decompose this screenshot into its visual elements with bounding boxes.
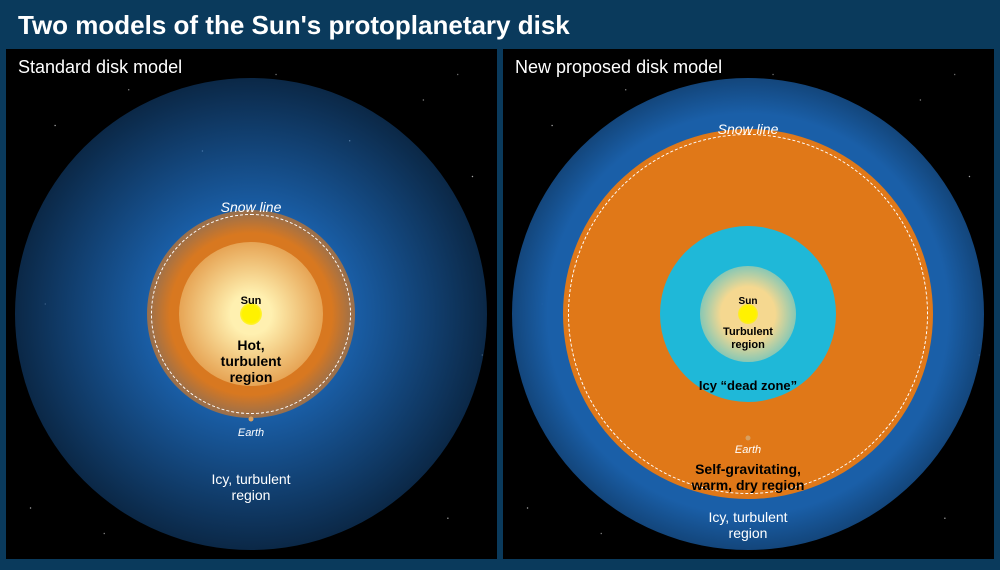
earth-marker <box>249 417 254 422</box>
region-label: Self-gravitating, warm, dry region <box>692 461 805 493</box>
panel-standard-model: Standard disk model Snow line Sun Hot, tur… <box>6 49 497 559</box>
panel-new-model: New proposed disk model Snow line Sun Turb… <box>503 49 994 559</box>
region-label: Earth <box>238 427 264 440</box>
panels-container: Standard disk model Snow line Sun Hot, tur… <box>0 49 1000 565</box>
region-label: Snow line <box>718 121 779 137</box>
region-label: Icy “dead zone” <box>699 379 797 394</box>
region-label: Earth <box>735 444 761 457</box>
page-title: Two models of the Sun's protoplanetary d… <box>0 0 1000 49</box>
region-label: Snow line <box>221 199 282 215</box>
region-label: Icy, turbulent region <box>708 509 787 541</box>
panel-title-left: Standard disk model <box>18 57 182 78</box>
region-label: Sun <box>739 296 758 308</box>
earth-marker <box>746 436 751 441</box>
region-label: Sun <box>241 295 262 308</box>
region-label: Hot, turbulent region <box>221 337 282 385</box>
region-label: Turbulent region <box>723 326 773 351</box>
panel-title-right: New proposed disk model <box>515 57 722 78</box>
region-label: Icy, turbulent region <box>211 471 290 503</box>
